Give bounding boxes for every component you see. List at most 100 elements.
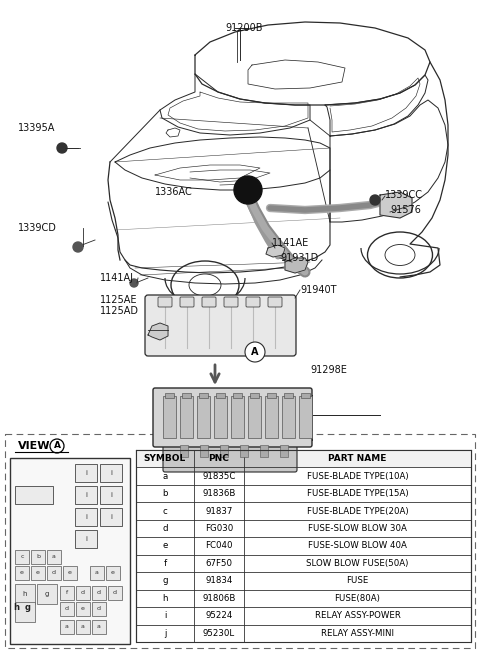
- FancyBboxPatch shape: [246, 297, 260, 307]
- Text: 91837: 91837: [205, 506, 233, 515]
- Bar: [265, 396, 278, 438]
- Bar: [92, 602, 106, 616]
- Text: 91298E: 91298E: [310, 365, 347, 375]
- FancyBboxPatch shape: [180, 297, 194, 307]
- Circle shape: [245, 342, 265, 362]
- Bar: [301, 393, 310, 398]
- Bar: [136, 450, 471, 642]
- Text: f: f: [66, 591, 68, 595]
- Text: PNC: PNC: [209, 454, 229, 463]
- Text: 13395A: 13395A: [18, 123, 55, 133]
- FancyBboxPatch shape: [145, 295, 296, 356]
- Bar: [75, 486, 97, 504]
- Text: d: d: [81, 591, 85, 595]
- Text: i: i: [110, 470, 112, 476]
- Text: VIEW: VIEW: [18, 441, 50, 451]
- FancyBboxPatch shape: [202, 297, 216, 307]
- Text: A: A: [53, 441, 60, 451]
- Bar: [299, 396, 312, 438]
- Circle shape: [73, 242, 83, 252]
- Bar: [180, 445, 188, 457]
- Bar: [106, 566, 120, 580]
- Bar: [47, 550, 61, 564]
- Text: e: e: [111, 571, 115, 576]
- Bar: [37, 584, 57, 604]
- Text: b: b: [36, 555, 40, 559]
- Text: a: a: [97, 624, 101, 629]
- Circle shape: [57, 143, 67, 153]
- Text: i: i: [110, 514, 112, 520]
- Circle shape: [370, 195, 380, 205]
- Bar: [15, 584, 35, 604]
- Text: a: a: [65, 624, 69, 629]
- Text: FUSE(80A): FUSE(80A): [335, 594, 381, 603]
- Text: 91834: 91834: [205, 576, 233, 586]
- Bar: [200, 445, 208, 457]
- Bar: [182, 393, 191, 398]
- FancyBboxPatch shape: [158, 297, 172, 307]
- Text: FC040: FC040: [205, 542, 233, 550]
- Text: FUSE-SLOW BLOW 30A: FUSE-SLOW BLOW 30A: [308, 524, 407, 533]
- Polygon shape: [380, 192, 412, 218]
- Bar: [108, 586, 122, 600]
- Text: b: b: [162, 489, 168, 498]
- Text: a: a: [52, 555, 56, 559]
- Text: 91576: 91576: [390, 205, 421, 215]
- Text: d: d: [97, 607, 101, 612]
- Text: i: i: [85, 514, 87, 520]
- Bar: [260, 445, 268, 457]
- Text: FUSE: FUSE: [346, 576, 369, 586]
- Text: g: g: [162, 576, 168, 586]
- Bar: [76, 586, 90, 600]
- Bar: [100, 508, 122, 526]
- Bar: [136, 450, 471, 468]
- Bar: [15, 602, 35, 622]
- Bar: [92, 586, 106, 600]
- Text: a: a: [81, 624, 85, 629]
- Bar: [231, 396, 244, 438]
- Text: 1141AE: 1141AE: [272, 238, 309, 248]
- Text: d: d: [162, 524, 168, 533]
- Text: 1339CC: 1339CC: [385, 190, 423, 200]
- Bar: [216, 393, 225, 398]
- Text: A: A: [251, 347, 259, 357]
- Text: e: e: [162, 542, 168, 550]
- Text: g: g: [45, 591, 49, 597]
- Bar: [90, 566, 104, 580]
- Text: 95230L: 95230L: [203, 629, 235, 638]
- Bar: [233, 393, 242, 398]
- Text: h: h: [162, 594, 168, 603]
- Text: 91931D: 91931D: [280, 253, 318, 263]
- Text: 1125AD: 1125AD: [100, 306, 139, 316]
- Text: e: e: [36, 571, 40, 576]
- Text: i: i: [85, 470, 87, 476]
- Bar: [197, 396, 210, 438]
- Text: h: h: [23, 591, 27, 597]
- Text: d: d: [113, 591, 117, 595]
- Text: h: h: [13, 603, 19, 612]
- Text: 67F50: 67F50: [205, 559, 232, 568]
- Bar: [15, 566, 29, 580]
- Text: i: i: [85, 492, 87, 498]
- FancyBboxPatch shape: [224, 297, 238, 307]
- FancyBboxPatch shape: [268, 297, 282, 307]
- FancyBboxPatch shape: [163, 440, 297, 472]
- Circle shape: [234, 176, 262, 204]
- Bar: [15, 486, 53, 504]
- Bar: [47, 566, 61, 580]
- Bar: [31, 550, 45, 564]
- Text: g: g: [25, 603, 31, 612]
- Text: RELAY ASSY-POWER: RELAY ASSY-POWER: [314, 611, 400, 620]
- Bar: [15, 550, 29, 564]
- Bar: [165, 393, 174, 398]
- Bar: [267, 393, 276, 398]
- Bar: [163, 396, 176, 438]
- Text: 91835C: 91835C: [202, 472, 236, 481]
- Bar: [92, 620, 106, 634]
- Bar: [75, 464, 97, 482]
- Text: 1336AC: 1336AC: [155, 187, 193, 197]
- Circle shape: [130, 279, 138, 287]
- Text: d: d: [65, 607, 69, 612]
- Bar: [5, 434, 475, 648]
- Text: i: i: [85, 536, 87, 542]
